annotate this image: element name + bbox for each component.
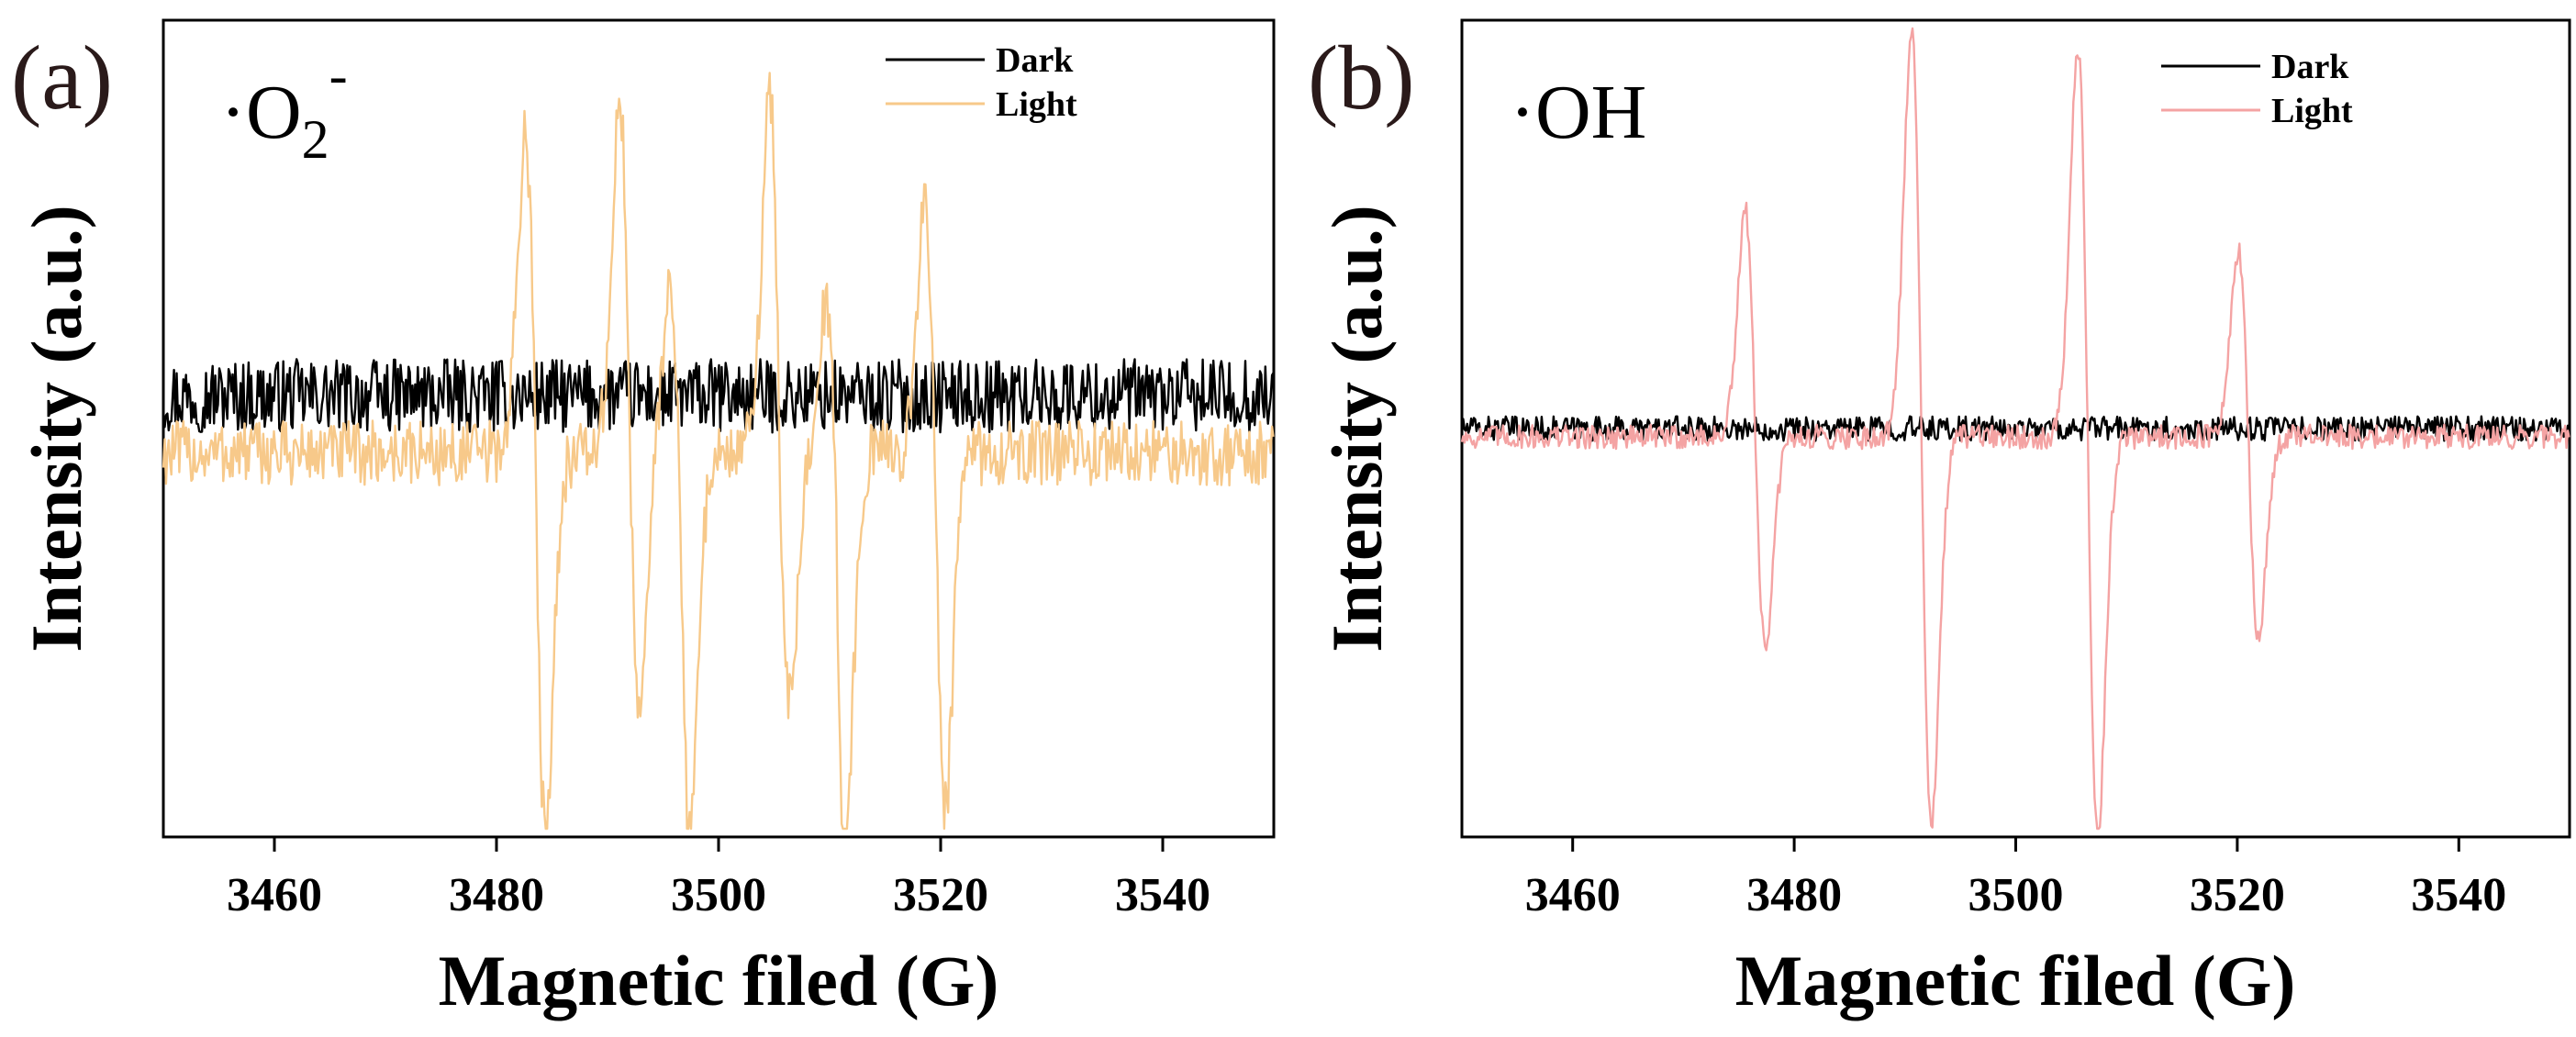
panel-b-species-prefix: ·OH	[1510, 70, 1646, 155]
x-tick-label: 3520	[2190, 869, 2285, 921]
panel-a-letter: (a)	[11, 27, 113, 128]
legend-label-light: Light	[996, 85, 1077, 124]
x-tick-label: 3480	[1746, 869, 1842, 921]
series-line-light	[162, 72, 1275, 831]
panel-a-species-superscript: -	[329, 45, 348, 106]
x-tick-label: 3460	[1525, 869, 1621, 921]
panel-a: (a) ·O2- 3460 3480 3500 3520 3540 Magnetic f…	[11, 18, 1276, 1020]
series-line-dark	[162, 358, 1275, 434]
x-tick-label: 3460	[227, 869, 322, 921]
panel-a-plot-area	[162, 72, 1275, 831]
panel-b: (b) ·OH 3460 3480 3500 3520 3540 Magnetic fi…	[1308, 18, 2571, 1020]
panel-a-x-axis: 3460 3480 3500 3520 3540	[227, 837, 1210, 921]
panel-b-plot-area	[1460, 27, 2570, 831]
x-tick-label: 3500	[1968, 869, 2064, 921]
panel-a-y-axis-title: Intensity (a.u.)	[17, 205, 96, 652]
panel-a-species-prefix: ·O	[220, 70, 302, 155]
legend-label-light: Light	[2271, 92, 2353, 130]
x-tick-label: 3500	[671, 869, 766, 921]
panel-b-legend: Dark Light	[2161, 48, 2353, 130]
panel-b-species-label: ·OH	[1510, 70, 1646, 155]
panel-a-x-axis-title: Magnetic filed (G)	[439, 941, 999, 1020]
x-tick-label: 3540	[1115, 869, 1210, 921]
panel-b-x-axis-title: Magnetic filed (G)	[1735, 941, 2296, 1020]
x-tick-label: 3520	[893, 869, 988, 921]
series-line-light	[1460, 27, 2570, 831]
panel-b-letter: (b)	[1308, 27, 1415, 128]
panel-a-legend: Dark Light	[886, 41, 1077, 124]
panel-b-y-axis-title: Intensity (a.u.)	[1317, 205, 1397, 652]
legend-label-dark: Dark	[996, 41, 1074, 80]
x-tick-label: 3480	[449, 869, 544, 921]
panel-a-species-label: ·O2-	[220, 45, 348, 170]
panel-a-species-subscript: 2	[302, 109, 329, 170]
x-tick-label: 3540	[2411, 869, 2506, 921]
legend-label-dark: Dark	[2271, 48, 2349, 86]
panel-b-x-axis: 3460 3480 3500 3520 3540	[1525, 837, 2506, 921]
